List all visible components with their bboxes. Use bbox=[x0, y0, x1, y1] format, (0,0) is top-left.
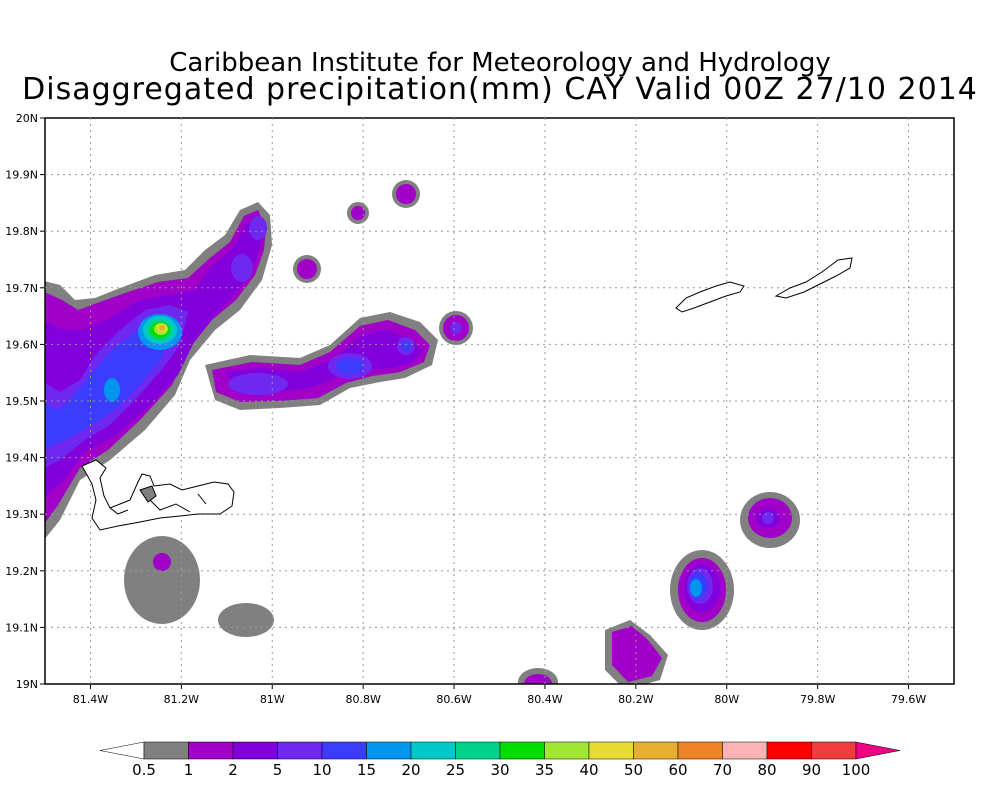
precip-band-35-60 bbox=[154, 323, 168, 335]
x-tick-label: 79.6W bbox=[891, 693, 926, 706]
colorbar-label: 5 bbox=[273, 761, 283, 779]
map-title-institute: Caribbean Institute for Meteorology and … bbox=[169, 48, 831, 78]
colorbar-swatch bbox=[366, 741, 412, 760]
colorbar-swatch bbox=[588, 741, 634, 760]
colorbar-swatch bbox=[544, 741, 590, 760]
colorbar-label: 35 bbox=[535, 761, 554, 779]
colorbar-label: 60 bbox=[668, 761, 687, 779]
colorbar-label: 1 bbox=[184, 761, 194, 779]
colorbar-swatch bbox=[321, 741, 367, 760]
colorbar-swatch bbox=[410, 741, 456, 760]
y-tick-label: 19.7N bbox=[5, 282, 38, 295]
x-tick-label: 81.2W bbox=[164, 693, 199, 706]
colorbar-swatch bbox=[633, 741, 679, 760]
colorbar-swatch bbox=[677, 741, 723, 760]
colorbar-swatch bbox=[811, 741, 857, 760]
colorbar-label: 50 bbox=[624, 761, 643, 779]
y-tick-label: 19.4N bbox=[5, 452, 38, 465]
y-tick-label: 19.5N bbox=[5, 395, 38, 408]
x-tick-label: 80W bbox=[714, 693, 739, 706]
x-tick-label: 80.2W bbox=[618, 693, 653, 706]
precip-band-0-5-1 bbox=[45, 180, 800, 684]
axis-ticks: 81.4W 81.2W 81W 80.8W 80.6W 80.4W 80.2W 80W 79.8… bbox=[5, 112, 926, 706]
colorbar-label: 2 bbox=[228, 761, 238, 779]
colorbar-swatch bbox=[143, 741, 189, 760]
y-tick-label: 19.1N bbox=[5, 621, 38, 634]
x-tick-label: 80.6W bbox=[436, 693, 471, 706]
x-tick-label: 79.8W bbox=[800, 693, 835, 706]
map-title-product: Disaggregated precipitation(mm) CAY Vali… bbox=[22, 72, 978, 107]
colorbar-label: 90 bbox=[802, 761, 821, 779]
colorbar-label: 30 bbox=[490, 761, 509, 779]
colorbar-label: 80 bbox=[757, 761, 776, 779]
y-tick-label: 19.9N bbox=[5, 169, 38, 182]
colorbar-label: 10 bbox=[312, 761, 331, 779]
colorbar-label: 100 bbox=[842, 761, 871, 779]
colorbar-swatch bbox=[455, 741, 501, 760]
y-tick-label: 19.8N bbox=[5, 225, 38, 238]
x-tick-label: 81W bbox=[260, 693, 285, 706]
y-tick-label: 19.3N bbox=[5, 508, 38, 521]
y-tick-label: 19N bbox=[16, 678, 38, 691]
colorbar-swatch bbox=[188, 741, 234, 760]
x-tick-label: 80.4W bbox=[527, 693, 562, 706]
colorbar-swatch bbox=[722, 741, 768, 760]
colorbar-legend: 0.5 1 2 5 10 15 20 25 30 35 40 50 60 70 80 90 100 bbox=[99, 741, 901, 779]
colorbar-label: 15 bbox=[357, 761, 376, 779]
graticule bbox=[45, 118, 954, 684]
y-tick-label: 20N bbox=[16, 112, 38, 125]
y-tick-label: 19.2N bbox=[5, 565, 38, 578]
colorbar-label: 20 bbox=[401, 761, 420, 779]
colorbar-label: 40 bbox=[579, 761, 598, 779]
colorbar-swatch bbox=[277, 741, 323, 760]
y-tick-label: 19.6N bbox=[5, 338, 38, 351]
colorbar-swatch bbox=[99, 741, 145, 760]
colorbar-swatch bbox=[499, 741, 545, 760]
little-cayman-island bbox=[675, 281, 745, 313]
x-tick-label: 80.8W bbox=[345, 693, 380, 706]
cayman-brac-island bbox=[774, 257, 853, 299]
colorbar-swatch bbox=[766, 741, 812, 760]
colorbar-label: 70 bbox=[713, 761, 732, 779]
colorbar-swatch bbox=[232, 741, 278, 760]
colorbar-label: 0.5 bbox=[132, 761, 156, 779]
colorbar-label: 25 bbox=[446, 761, 465, 779]
colorbar-swatch bbox=[855, 741, 901, 760]
precipitation-field bbox=[45, 180, 800, 684]
x-tick-label: 81.4W bbox=[73, 693, 108, 706]
grand-cayman-island bbox=[81, 459, 235, 531]
